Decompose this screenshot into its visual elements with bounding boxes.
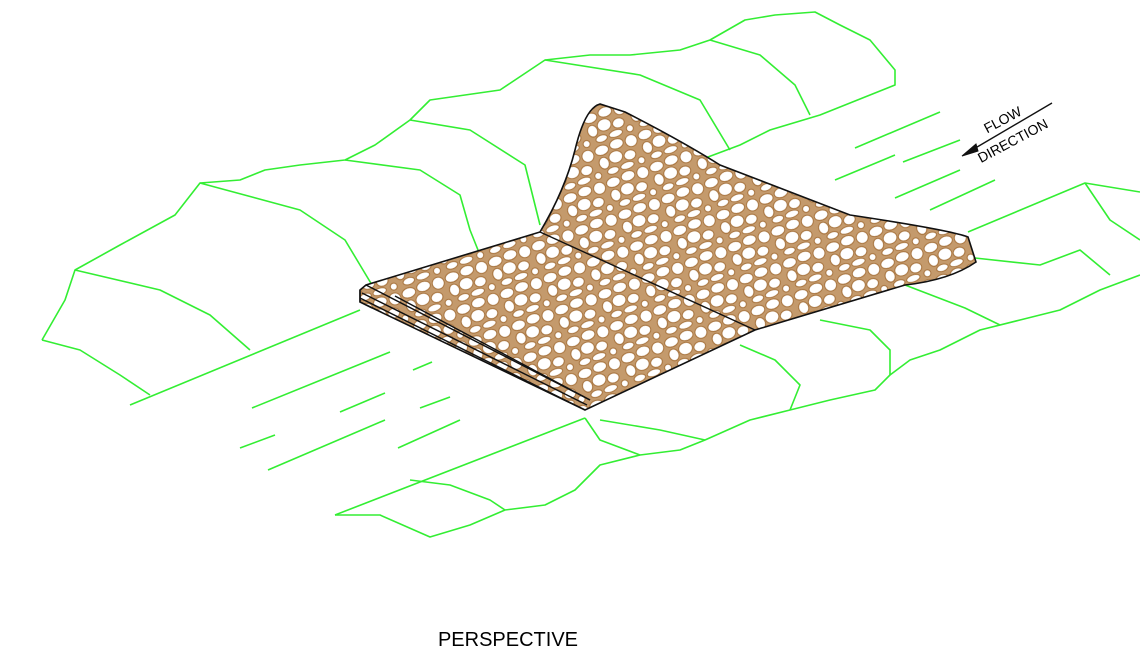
flow-arrow [961, 102, 1053, 157]
water-lines [239, 111, 996, 471]
caption: PERSPECTIVE [438, 629, 578, 651]
bank-lower [334, 182, 1140, 538]
bank-upper [41, 11, 896, 406]
riprap [359, 103, 977, 411]
